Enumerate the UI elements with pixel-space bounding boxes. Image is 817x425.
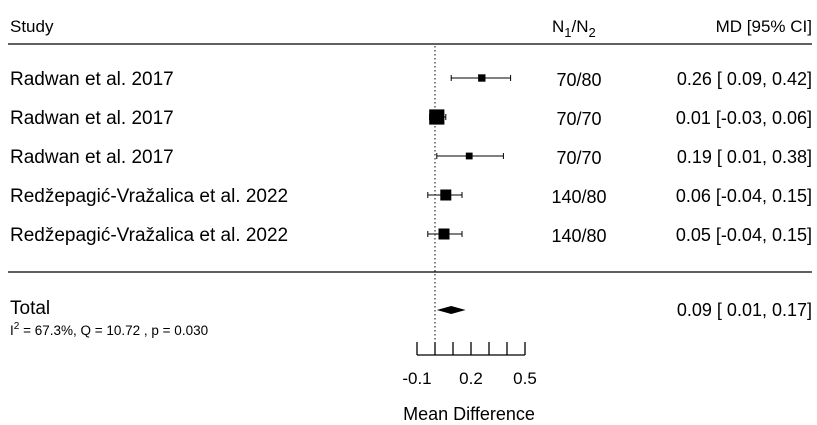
n-slash: / [572, 17, 577, 36]
effect-ci-text: 0.01 [-0.03, 0.06] [676, 108, 812, 128]
header-row: Study N1/N2 MD [95% CI] [10, 17, 812, 40]
study-row-1: Radwan et al. 2017 70/80 0.26 [ 0.09, 0.42… [10, 69, 812, 90]
x-axis-ticks [416, 342, 526, 355]
x-tick-label: -0.1 [402, 369, 431, 388]
study-header: Study [10, 17, 54, 36]
effect-square [438, 228, 450, 240]
x-tick-label: 0.5 [513, 369, 537, 388]
heterogeneity-text: = 67.3%, Q = 10.72 , p = 0.030 [19, 323, 208, 338]
sample-size: 70/70 [556, 148, 601, 168]
effect-square [440, 189, 452, 201]
effect-square [465, 152, 473, 160]
study-name: Redžepagić-Vražalica et al. 2022 [10, 225, 288, 246]
sample-size-header: N1/N2 [552, 17, 596, 40]
effect-ci-text: 0.19 [ 0.01, 0.38] [677, 147, 812, 167]
study-row-2: Radwan et al. 2017 70/70 0.01 [-0.03, 0.06… [10, 108, 812, 129]
study-row-4: Redžepagić-Vražalica et al. 2022 140/80 0.… [10, 186, 812, 207]
total-ci-text: 0.09 [ 0.01, 0.17] [677, 300, 812, 320]
x-axis-label: Mean Difference [403, 404, 535, 424]
i2-superscript: 2 [14, 321, 20, 332]
study-name: Radwan et al. 2017 [10, 69, 174, 90]
sample-size: 140/80 [551, 187, 606, 207]
study-rows: Radwan et al. 2017 70/80 0.26 [ 0.09, 0.42… [10, 69, 812, 246]
total-row: Total 0.09 [ 0.01, 0.17] I2 = 67.3%, Q =… [10, 298, 812, 338]
effect-ci-text: 0.06 [-0.04, 0.15] [676, 186, 812, 206]
x-axis: -0.1 0.2 0.5 Mean Difference [402, 342, 537, 424]
study-name: Radwan et al. 2017 [10, 147, 174, 168]
i2-prefix: I [10, 323, 14, 338]
n2-main: N [576, 17, 588, 36]
effect-square [478, 74, 486, 82]
sample-size: 70/70 [556, 109, 601, 129]
n2-subscript: 2 [589, 25, 596, 40]
n1-subscript: 1 [564, 25, 571, 40]
effect-square [429, 109, 445, 125]
total-label: Total [10, 298, 50, 319]
study-row-5: Redžepagić-Vražalica et al. 2022 140/80 0.… [10, 225, 812, 246]
study-name: Radwan et al. 2017 [10, 108, 174, 129]
study-row-3: Radwan et al. 2017 70/70 0.19 [ 0.01, 0.38… [10, 147, 812, 168]
effect-ci-text: 0.05 [-0.04, 0.15] [676, 225, 812, 245]
effect-header: MD [95% CI] [716, 17, 812, 36]
effect-ci-text: 0.26 [ 0.09, 0.42] [677, 69, 812, 89]
n1-main: N [552, 17, 564, 36]
sample-size: 70/80 [556, 70, 601, 90]
x-tick-label: 0.2 [459, 369, 483, 388]
study-name: Redžepagić-Vražalica et al. 2022 [10, 186, 288, 207]
x-axis-tick-labels: -0.1 0.2 0.5 [402, 369, 536, 388]
total-diamond [436, 306, 466, 314]
heterogeneity-stats: I2 = 67.3%, Q = 10.72 , p = 0.030 [10, 321, 208, 338]
sample-size: 140/80 [551, 226, 606, 246]
